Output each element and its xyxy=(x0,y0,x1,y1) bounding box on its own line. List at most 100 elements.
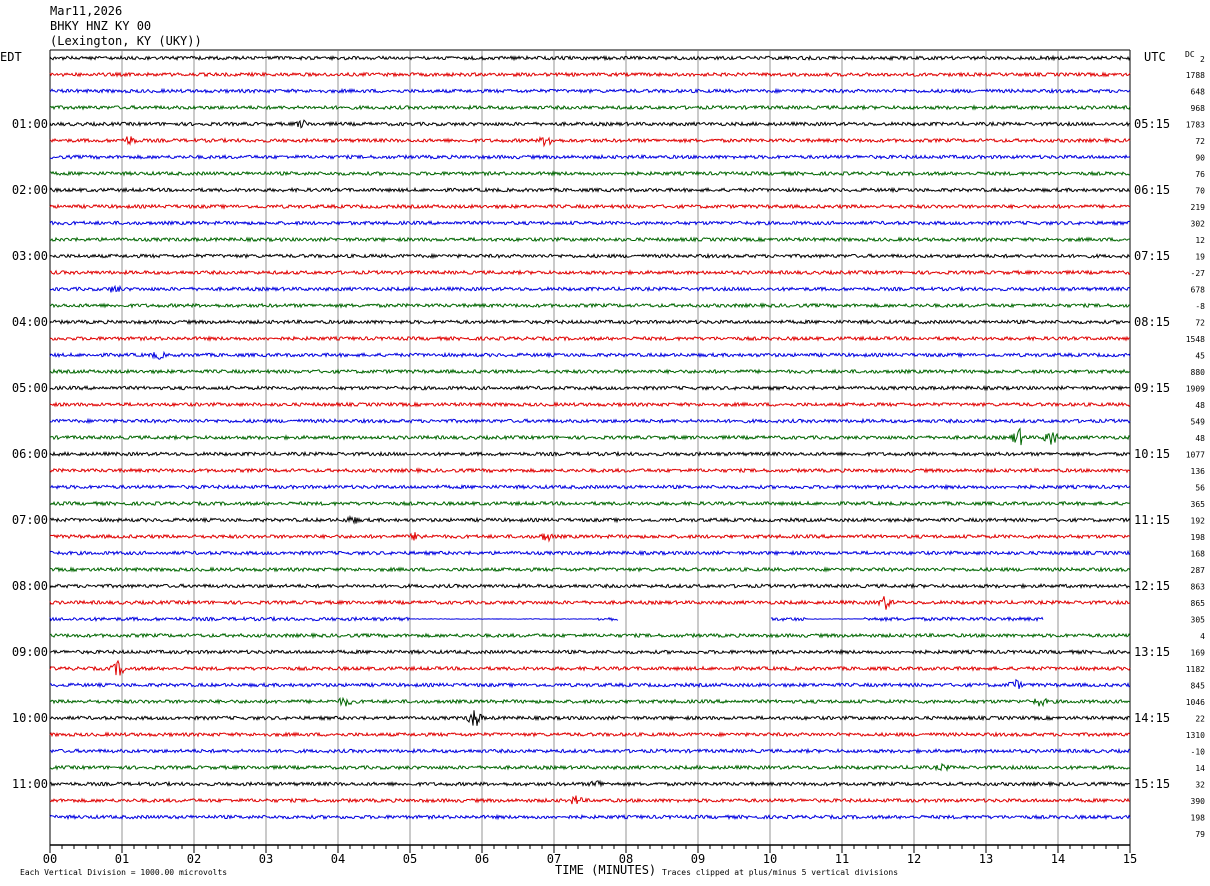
right-timezone-label: UTC xyxy=(1144,50,1166,64)
trace-dc-value: 880 xyxy=(1191,368,1206,377)
x-tick-label: 03 xyxy=(259,852,273,866)
seismic-trace xyxy=(49,135,1131,148)
trace-dc-value: 1548 xyxy=(1186,335,1205,344)
seismic-trace xyxy=(49,795,1131,805)
seismic-trace xyxy=(49,335,1131,342)
trace-dc-value: 45 xyxy=(1195,352,1205,361)
x-tick-label: 02 xyxy=(187,852,201,866)
seismic-trace xyxy=(49,696,1131,708)
seismic-trace xyxy=(49,302,1131,309)
seismic-trace xyxy=(49,269,1131,276)
trace-dc-value: 48 xyxy=(1195,434,1205,443)
trace-dc-value: 865 xyxy=(1191,599,1206,608)
left-hour-label: 09:00 xyxy=(12,645,48,659)
trace-dc-value: 198 xyxy=(1191,814,1206,823)
footer-clip-note: Traces clipped at plus/minus 5 vertical … xyxy=(662,868,898,877)
trace-dc-value: 48 xyxy=(1195,401,1205,410)
seismic-trace xyxy=(49,500,1131,507)
x-tick-label: 10 xyxy=(763,852,777,866)
left-hour-label: 05:00 xyxy=(12,381,48,395)
right-hour-label: 06:15 xyxy=(1134,183,1170,197)
right-hour-label: 15:15 xyxy=(1134,777,1170,791)
seismic-trace xyxy=(49,632,1131,639)
trace-dc-value: 365 xyxy=(1191,500,1206,509)
right-hour-label: 10:15 xyxy=(1134,447,1170,461)
seismic-trace xyxy=(49,615,1044,623)
seismic-trace xyxy=(49,350,1131,360)
seismic-trace xyxy=(49,71,1131,78)
x-tick-label: 07 xyxy=(547,852,561,866)
seismic-trace xyxy=(49,104,1131,111)
trace-dc-value: 863 xyxy=(1191,583,1206,592)
trace-dc-value: 4 xyxy=(1200,632,1205,641)
seismic-trace xyxy=(49,532,1131,543)
trace-dc-value: 56 xyxy=(1195,484,1205,493)
seismic-trace xyxy=(49,384,1131,392)
seismic-trace xyxy=(49,582,1131,590)
x-tick-label: 13 xyxy=(979,852,993,866)
trace-dc-value: 1077 xyxy=(1186,451,1205,460)
trace-dc-value: 305 xyxy=(1191,616,1206,625)
x-tick-label: 00 xyxy=(43,852,57,866)
trace-dc-value: 648 xyxy=(1191,88,1206,97)
seismic-trace xyxy=(49,483,1131,491)
trace-dc-value: 14 xyxy=(1195,764,1205,773)
seismic-trace xyxy=(49,401,1131,408)
left-hour-label: 07:00 xyxy=(12,513,48,527)
trace-dc-value: 22 xyxy=(1195,715,1205,724)
minute-grid xyxy=(49,49,1131,853)
trace-dc-value: 1909 xyxy=(1186,385,1205,394)
x-tick-label: 01 xyxy=(115,852,129,866)
seismic-trace xyxy=(49,659,1131,676)
trace-dc-value: 70 xyxy=(1195,187,1205,196)
left-hour-label: 11:00 xyxy=(12,777,48,791)
right-hour-label: 05:15 xyxy=(1134,117,1170,131)
seismic-trace xyxy=(49,450,1131,458)
trace-dc-value: 12 xyxy=(1195,236,1205,245)
right-hour-label: 09:15 xyxy=(1134,381,1170,395)
trace-dc-value: 390 xyxy=(1191,797,1206,806)
left-hour-label: 06:00 xyxy=(12,447,48,461)
left-hour-label: 01:00 xyxy=(12,117,48,131)
x-tick-label: 06 xyxy=(475,852,489,866)
seismic-trace xyxy=(49,596,1131,610)
seismic-trace xyxy=(49,318,1131,326)
trace-dc-value: 72 xyxy=(1195,319,1205,328)
trace-dc-value: 169 xyxy=(1191,649,1206,658)
left-timezone-label: EDT xyxy=(0,50,22,64)
seismic-trace xyxy=(49,549,1131,557)
right-hour-label: 13:15 xyxy=(1134,645,1170,659)
trace-dc-value: 678 xyxy=(1191,286,1206,295)
seismic-trace xyxy=(49,203,1131,210)
trace-dc-value: 1046 xyxy=(1186,698,1205,707)
x-tick-label: 04 xyxy=(331,852,345,866)
dc-header-value: 2 xyxy=(1200,55,1205,64)
seismic-trace xyxy=(49,731,1131,738)
seismic-trace xyxy=(49,54,1131,62)
seismic-trace xyxy=(49,170,1131,177)
seismic-trace xyxy=(49,678,1131,690)
left-hour-label: 02:00 xyxy=(12,183,48,197)
x-tick-label: 12 xyxy=(907,852,921,866)
trace-dc-value: -27 xyxy=(1191,269,1206,278)
seismic-trace xyxy=(49,153,1131,161)
seismic-trace xyxy=(49,813,1131,821)
x-tick-label: 09 xyxy=(691,852,705,866)
trace-dc-value: 32 xyxy=(1195,781,1205,790)
seismic-traces xyxy=(49,54,1131,821)
dc-label: DC xyxy=(1185,50,1195,59)
trace-dc-value: 845 xyxy=(1191,682,1206,691)
left-hour-label: 10:00 xyxy=(12,711,48,725)
trace-dc-value: 19 xyxy=(1195,253,1205,262)
trace-dc-value: 549 xyxy=(1191,418,1206,427)
seismic-trace xyxy=(49,762,1131,773)
seismic-trace xyxy=(49,779,1131,788)
seismic-trace xyxy=(49,119,1131,129)
x-tick-label: 05 xyxy=(403,852,417,866)
right-hour-label: 12:15 xyxy=(1134,579,1170,593)
right-hour-label: 07:15 xyxy=(1134,249,1170,263)
trace-dc-value: 192 xyxy=(1191,517,1206,526)
trace-dc-value: 168 xyxy=(1191,550,1206,559)
axis-labels: EDT UTC DC 2 Each Vertical Division = 10… xyxy=(0,50,1205,877)
